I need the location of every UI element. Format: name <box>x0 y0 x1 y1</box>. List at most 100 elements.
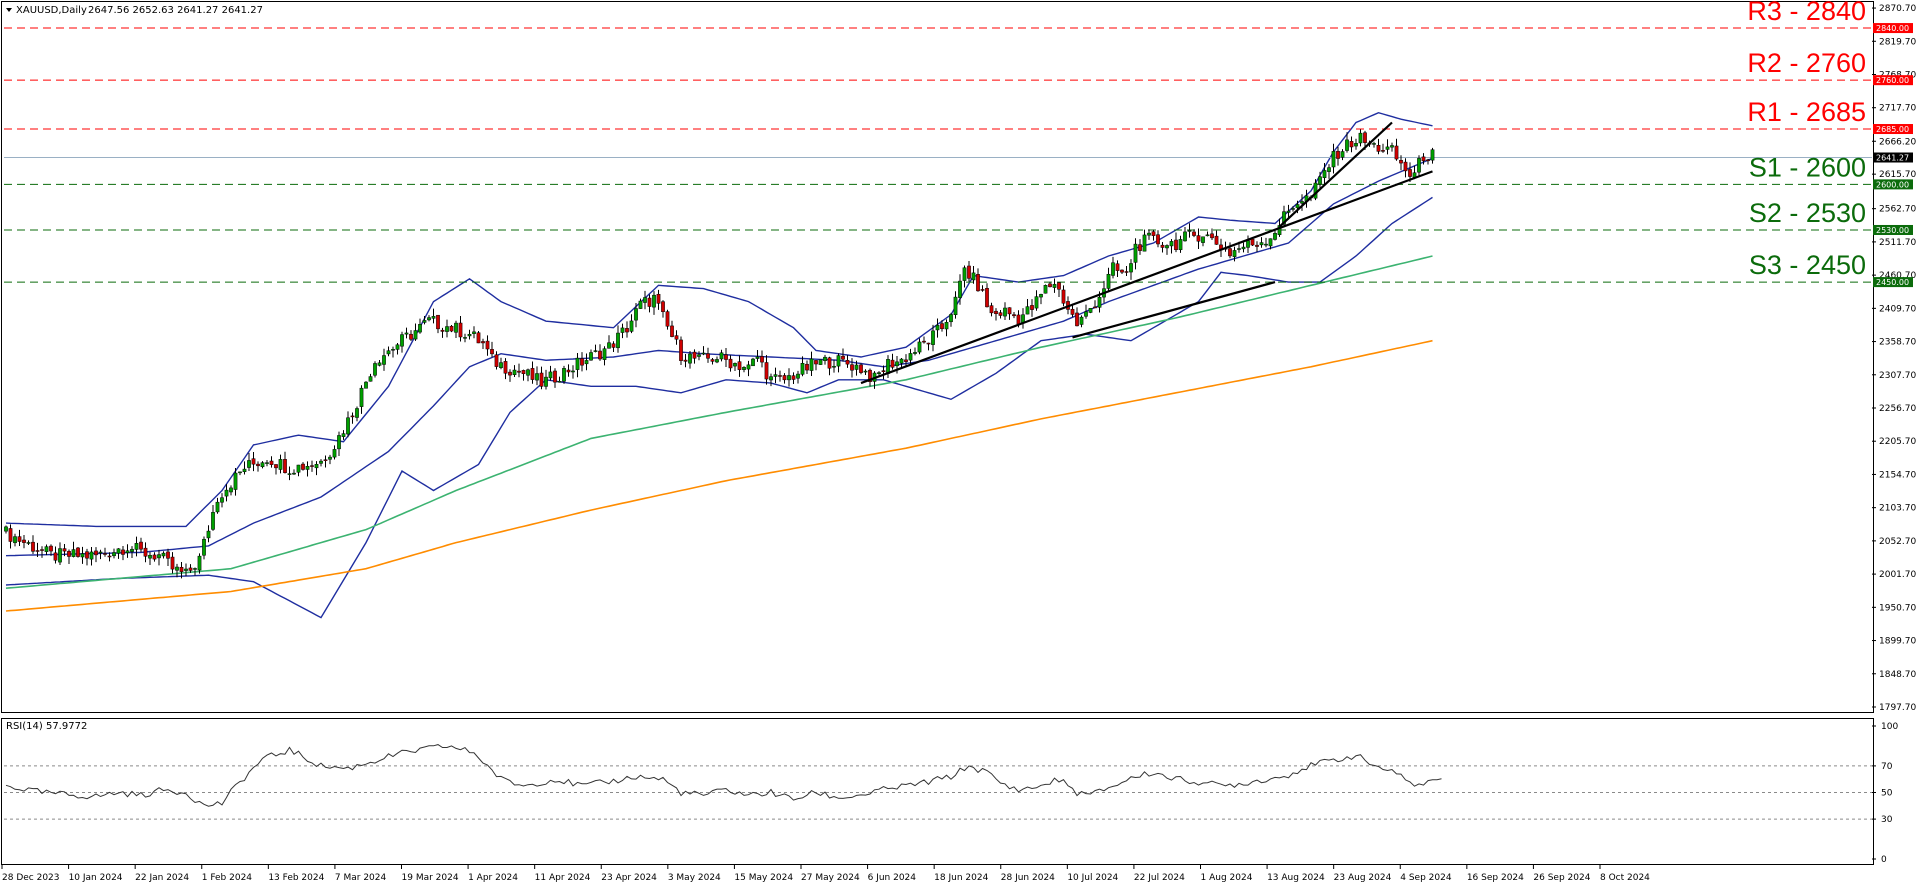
candle <box>1025 298 1030 315</box>
candle <box>688 351 692 369</box>
candle-body <box>1376 144 1381 152</box>
candle-body <box>463 337 467 339</box>
candle-body <box>571 370 575 373</box>
candle-body <box>175 566 179 571</box>
candle <box>134 536 139 557</box>
candle-body <box>242 468 247 473</box>
time-tick-label: 27 May 2024 <box>801 873 860 883</box>
time-tick-label: 19 Mar 2024 <box>402 873 459 883</box>
candle <box>233 467 238 496</box>
candle-body <box>112 552 116 557</box>
candle-body <box>260 462 265 468</box>
candle-body <box>373 363 377 376</box>
candle-body <box>823 356 827 361</box>
candle-body <box>211 512 215 530</box>
candle <box>521 369 526 381</box>
candle-body <box>850 364 854 371</box>
candle <box>242 461 247 475</box>
candle-body <box>611 343 616 348</box>
candle-body <box>760 356 764 363</box>
candle <box>166 548 170 566</box>
candle <box>562 365 566 384</box>
candle-body <box>152 554 157 560</box>
trendlines <box>860 121 1433 385</box>
candle <box>67 549 71 564</box>
candle <box>1124 265 1129 277</box>
candle <box>719 349 724 362</box>
candle <box>1300 194 1304 211</box>
time-tick-label: 11 Apr 2024 <box>535 873 591 883</box>
candle <box>328 454 332 465</box>
candle-body <box>989 305 994 314</box>
time-tick-label: 22 Jul 2024 <box>1134 873 1185 883</box>
candle-body <box>769 376 773 381</box>
candle-body <box>854 364 859 370</box>
candle <box>1268 238 1273 250</box>
candle-body <box>1345 139 1349 151</box>
candle <box>454 320 458 339</box>
candle-body <box>8 528 13 542</box>
candle <box>476 330 481 344</box>
candle-body <box>589 352 593 361</box>
candle <box>1385 139 1390 155</box>
price-tick-label: 2358.70 <box>1879 338 1916 348</box>
candle-body <box>832 365 836 368</box>
candle-body <box>143 547 148 557</box>
candle-body <box>265 462 269 464</box>
price-tick-label: 2205.70 <box>1879 437 1916 447</box>
candle-body <box>535 373 539 381</box>
candle <box>116 548 121 559</box>
candle <box>881 365 886 380</box>
candle <box>958 274 962 305</box>
time-tick-label: 10 Jan 2024 <box>69 873 123 883</box>
candle-body <box>22 539 26 543</box>
candle <box>971 265 976 284</box>
candle-body <box>314 464 319 469</box>
candle-body <box>899 358 904 364</box>
candle <box>985 283 989 308</box>
candle <box>1228 242 1232 259</box>
candle <box>197 553 202 574</box>
candle <box>580 352 584 372</box>
candle <box>899 358 904 368</box>
time-tick-label: 18 Jun 2024 <box>934 873 988 883</box>
candle-body <box>418 324 422 333</box>
candle-body <box>31 541 35 552</box>
candle-body <box>4 526 8 532</box>
dropdown-triangle-icon[interactable] <box>6 8 12 12</box>
candle <box>607 335 611 349</box>
candle-body <box>917 341 922 353</box>
candle <box>508 369 512 382</box>
candle <box>1084 304 1088 319</box>
candle-body <box>62 548 67 552</box>
candle <box>796 370 800 384</box>
candle-body <box>1070 308 1075 315</box>
candle-body <box>458 322 463 338</box>
candle-body <box>944 322 949 330</box>
level-price-tag-text: 2840.00 <box>1876 24 1909 33</box>
candle <box>787 368 791 387</box>
candle-body <box>913 352 917 354</box>
candle <box>278 454 283 474</box>
candle-body <box>1057 282 1061 290</box>
time-tick-label: 23 Aug 2024 <box>1334 873 1392 883</box>
candle <box>1214 230 1219 245</box>
price-tick-label: 2870.70 <box>1879 4 1916 14</box>
candle <box>665 309 670 330</box>
candle <box>845 355 850 368</box>
candle <box>440 327 445 338</box>
candle <box>458 316 463 342</box>
candle-body <box>557 380 562 383</box>
candle <box>368 373 373 382</box>
candle <box>224 484 229 502</box>
candle <box>1331 143 1336 174</box>
candle-body <box>1291 208 1295 210</box>
symbol-label: XAUUSD,Daily <box>16 5 87 16</box>
level-price-tag-text: 2760.00 <box>1876 76 1909 85</box>
candle-body <box>148 554 152 559</box>
price-tick-label: 2615.70 <box>1879 170 1916 180</box>
candle <box>1345 132 1349 153</box>
candle <box>1142 229 1147 252</box>
candle <box>161 551 166 559</box>
candle-body <box>962 267 967 281</box>
